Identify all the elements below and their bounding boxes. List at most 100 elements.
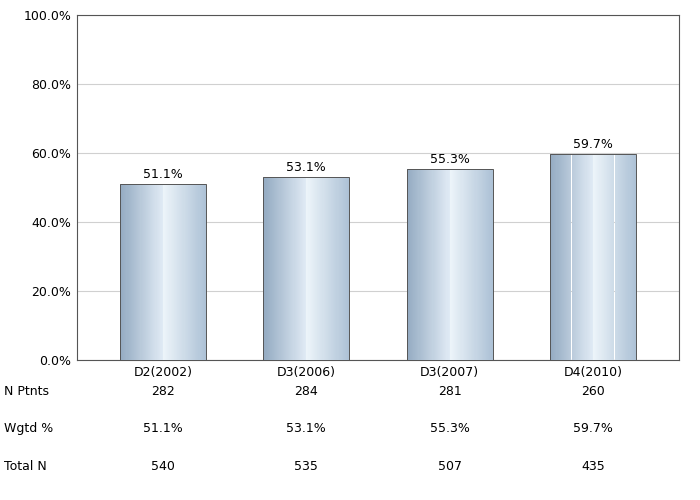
Text: 507: 507 bbox=[438, 460, 462, 473]
Bar bbox=[457, 169, 458, 360]
Bar bbox=[468, 169, 469, 360]
Bar bbox=[121, 184, 122, 360]
Bar bbox=[176, 184, 177, 360]
Bar bbox=[570, 154, 571, 360]
Bar bbox=[263, 177, 349, 360]
Bar bbox=[555, 154, 556, 360]
Bar bbox=[481, 169, 482, 360]
Bar bbox=[429, 169, 430, 360]
Bar bbox=[407, 169, 493, 360]
Bar bbox=[417, 169, 419, 360]
Bar bbox=[335, 177, 337, 360]
Bar bbox=[623, 154, 624, 360]
Bar bbox=[610, 154, 611, 360]
Bar bbox=[330, 177, 331, 360]
Bar bbox=[159, 184, 160, 360]
Bar bbox=[199, 184, 201, 360]
Bar bbox=[283, 177, 284, 360]
Bar bbox=[585, 154, 587, 360]
Bar bbox=[620, 154, 621, 360]
Bar bbox=[480, 169, 481, 360]
Bar bbox=[291, 177, 293, 360]
Bar bbox=[592, 154, 593, 360]
Bar bbox=[619, 154, 620, 360]
Bar bbox=[571, 154, 573, 360]
Bar bbox=[580, 154, 581, 360]
Bar bbox=[411, 169, 412, 360]
Bar bbox=[125, 184, 127, 360]
Bar bbox=[455, 169, 456, 360]
Bar bbox=[612, 154, 613, 360]
Bar bbox=[147, 184, 148, 360]
Bar bbox=[345, 177, 346, 360]
Bar bbox=[596, 154, 597, 360]
Bar bbox=[442, 169, 443, 360]
Bar bbox=[325, 177, 326, 360]
Bar bbox=[579, 154, 580, 360]
Text: 51.1%: 51.1% bbox=[143, 422, 183, 435]
Bar bbox=[477, 169, 479, 360]
Bar bbox=[603, 154, 605, 360]
Bar bbox=[550, 154, 551, 360]
Bar bbox=[469, 169, 470, 360]
Bar bbox=[410, 169, 411, 360]
Bar bbox=[270, 177, 271, 360]
Bar bbox=[428, 169, 429, 360]
Bar bbox=[328, 177, 329, 360]
Bar bbox=[275, 177, 276, 360]
Text: 53.1%: 53.1% bbox=[286, 422, 326, 435]
Bar bbox=[414, 169, 415, 360]
Bar bbox=[594, 154, 595, 360]
Bar bbox=[439, 169, 440, 360]
Bar bbox=[447, 169, 449, 360]
Bar bbox=[185, 184, 186, 360]
Bar bbox=[337, 177, 339, 360]
Bar bbox=[631, 154, 633, 360]
Bar bbox=[584, 154, 585, 360]
Bar bbox=[564, 154, 565, 360]
Bar bbox=[321, 177, 323, 360]
Bar bbox=[635, 154, 636, 360]
Bar bbox=[133, 184, 134, 360]
Bar bbox=[563, 154, 564, 360]
Bar bbox=[444, 169, 445, 360]
Bar bbox=[583, 154, 584, 360]
Bar bbox=[553, 154, 554, 360]
Bar bbox=[557, 154, 559, 360]
Bar bbox=[577, 154, 578, 360]
Bar bbox=[309, 177, 311, 360]
Bar bbox=[188, 184, 189, 360]
Bar bbox=[487, 169, 489, 360]
Bar bbox=[573, 154, 574, 360]
Bar bbox=[311, 177, 312, 360]
Bar bbox=[445, 169, 447, 360]
Bar bbox=[295, 177, 297, 360]
Bar bbox=[136, 184, 137, 360]
Bar bbox=[458, 169, 459, 360]
Bar bbox=[611, 154, 612, 360]
Text: Wgtd %: Wgtd % bbox=[4, 422, 52, 435]
Bar bbox=[193, 184, 194, 360]
Bar bbox=[595, 154, 596, 360]
Bar bbox=[467, 169, 468, 360]
Bar bbox=[454, 169, 455, 360]
Bar bbox=[315, 177, 316, 360]
Bar bbox=[589, 154, 590, 360]
Text: 282: 282 bbox=[151, 385, 175, 398]
Bar bbox=[347, 177, 349, 360]
Bar bbox=[288, 177, 289, 360]
Bar bbox=[186, 184, 187, 360]
Bar bbox=[426, 169, 427, 360]
Bar bbox=[313, 177, 314, 360]
Bar bbox=[574, 154, 575, 360]
Bar bbox=[578, 154, 579, 360]
Bar bbox=[151, 184, 153, 360]
Bar bbox=[491, 169, 493, 360]
Bar bbox=[581, 154, 582, 360]
Text: 53.1%: 53.1% bbox=[286, 161, 326, 174]
Bar bbox=[430, 169, 431, 360]
Bar bbox=[132, 184, 133, 360]
Bar bbox=[613, 154, 615, 360]
Bar bbox=[317, 177, 318, 360]
Bar bbox=[197, 184, 199, 360]
